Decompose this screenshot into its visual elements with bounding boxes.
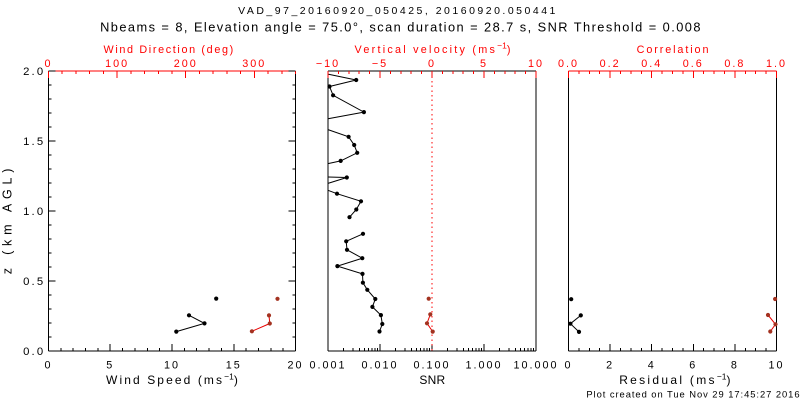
svg-text:SNR: SNR (419, 373, 445, 387)
svg-text:200: 200 (174, 58, 198, 70)
svg-text:Correlation: Correlation (637, 44, 711, 56)
svg-text:6: 6 (689, 360, 697, 372)
svg-text:10: 10 (768, 360, 784, 372)
svg-text:0: 0 (564, 360, 572, 372)
svg-text:0.8: 0.8 (724, 58, 745, 70)
svg-text:0.4: 0.4 (641, 58, 662, 70)
svg-text:Wind Speed (ms−1): Wind Speed (ms−1) (106, 372, 240, 388)
svg-text:100: 100 (105, 58, 129, 70)
svg-text:20: 20 (287, 360, 303, 372)
svg-text:4: 4 (648, 360, 656, 372)
svg-text:5: 5 (106, 360, 114, 372)
svg-text:VAD_97_20160920_050425, 201609: VAD_97_20160920_050425, 20160920.050441 (238, 5, 558, 17)
svg-text:0: 0 (44, 58, 52, 70)
svg-text:1.000: 1.000 (465, 360, 502, 372)
svg-text:−5: −5 (372, 58, 388, 70)
svg-text:0.6: 0.6 (683, 58, 704, 70)
svg-text:Plot created on Tue Nov 29 17:: Plot created on Tue Nov 29 17:45:27 2016 (586, 388, 800, 399)
svg-text:0.100: 0.100 (413, 360, 450, 372)
svg-text:0.010: 0.010 (361, 360, 398, 372)
svg-text:0.5: 0.5 (23, 276, 45, 288)
svg-text:0.0: 0.0 (23, 346, 45, 358)
svg-text:2: 2 (606, 360, 614, 372)
svg-text:8: 8 (731, 360, 739, 372)
svg-text:0.001: 0.001 (309, 360, 346, 372)
svg-text:10: 10 (528, 58, 544, 70)
svg-text:0: 0 (44, 360, 52, 372)
svg-text:Vertical velocity (ms−1): Vertical velocity (ms−1) (354, 40, 512, 56)
svg-text:10: 10 (164, 360, 180, 372)
svg-text:Wind Direction (deg): Wind Direction (deg) (103, 44, 234, 56)
svg-text:5: 5 (480, 58, 488, 70)
svg-text:0: 0 (428, 58, 436, 70)
svg-text:300: 300 (242, 58, 266, 70)
svg-text:2.0: 2.0 (23, 66, 45, 78)
svg-text:0.0: 0.0 (558, 58, 579, 70)
svg-text:1.0: 1.0 (766, 58, 787, 70)
svg-text:15: 15 (226, 360, 242, 372)
svg-text:10.000: 10.000 (513, 360, 558, 372)
svg-text:1.5: 1.5 (23, 136, 45, 148)
svg-text:0.2: 0.2 (600, 58, 621, 70)
svg-text:Nbeams = 8, Elevation angle =: Nbeams = 8, Elevation angle = 75.0°, sca… (100, 20, 702, 35)
svg-text:Residual (ms−1): Residual (ms−1) (619, 372, 733, 388)
svg-text:−10: −10 (316, 58, 340, 70)
svg-text:z (km AGL): z (km AGL) (1, 164, 15, 275)
svg-text:1.0: 1.0 (23, 206, 45, 218)
